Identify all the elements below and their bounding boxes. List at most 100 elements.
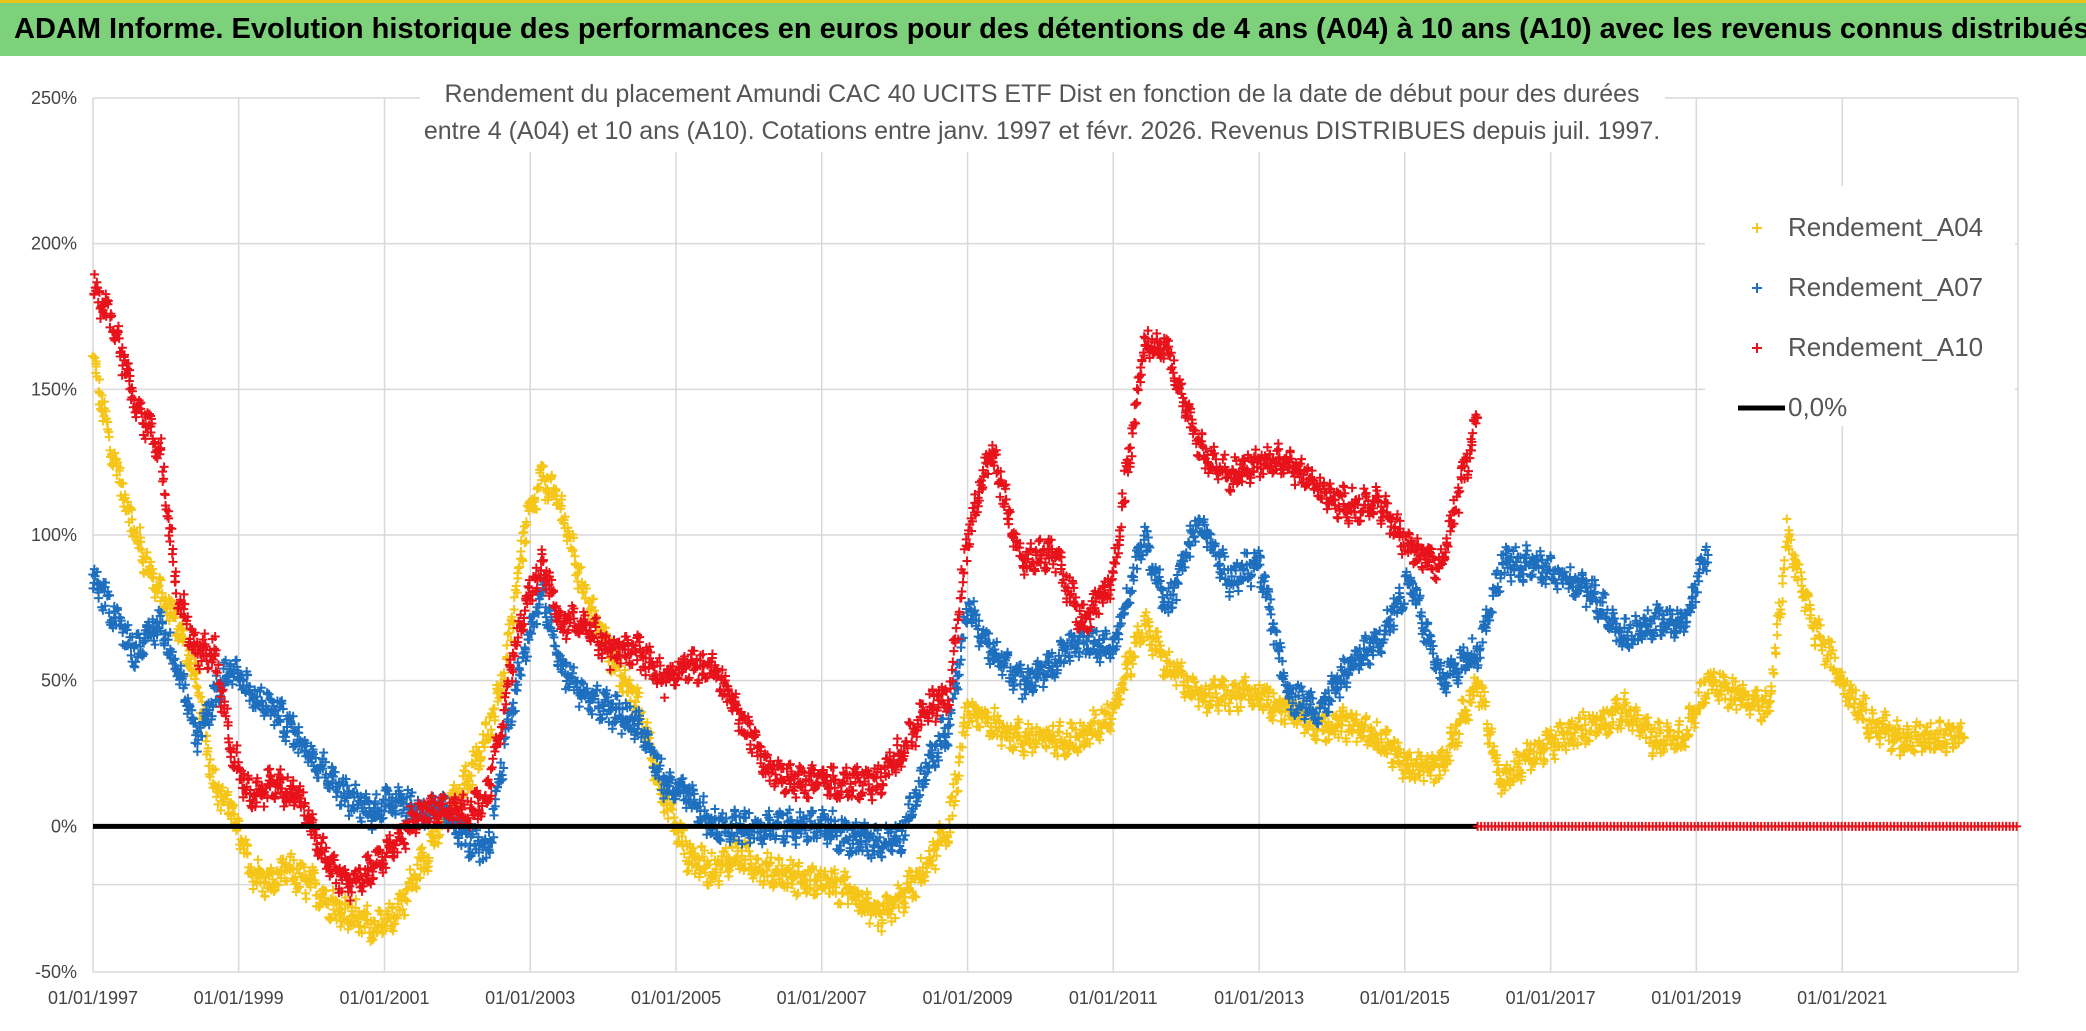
point bbox=[142, 547, 152, 557]
point bbox=[509, 604, 519, 614]
point bbox=[793, 888, 803, 898]
point bbox=[794, 858, 804, 868]
point bbox=[127, 505, 137, 515]
point bbox=[511, 581, 521, 591]
point bbox=[509, 618, 519, 628]
point bbox=[248, 884, 258, 894]
point bbox=[772, 865, 782, 875]
point bbox=[228, 800, 238, 810]
point bbox=[178, 626, 188, 636]
point bbox=[502, 640, 512, 650]
point bbox=[620, 665, 630, 675]
point bbox=[400, 910, 410, 920]
point bbox=[517, 554, 527, 564]
point bbox=[335, 909, 345, 919]
point bbox=[141, 554, 151, 564]
point bbox=[115, 463, 125, 473]
point bbox=[568, 545, 578, 555]
point bbox=[721, 843, 731, 853]
point bbox=[424, 853, 434, 863]
point bbox=[538, 461, 548, 471]
point bbox=[328, 885, 338, 895]
point bbox=[731, 853, 741, 863]
point bbox=[351, 894, 361, 904]
point bbox=[559, 518, 569, 528]
point bbox=[241, 835, 251, 845]
point bbox=[203, 746, 213, 756]
point bbox=[788, 860, 798, 870]
point bbox=[481, 717, 491, 727]
point bbox=[210, 764, 220, 774]
point bbox=[512, 588, 522, 598]
point bbox=[714, 880, 724, 890]
point bbox=[295, 882, 305, 892]
point bbox=[516, 546, 526, 556]
point bbox=[551, 484, 561, 494]
point bbox=[243, 841, 253, 851]
point bbox=[286, 849, 296, 859]
point bbox=[127, 514, 137, 524]
point bbox=[191, 681, 201, 691]
point bbox=[192, 683, 202, 693]
point bbox=[412, 884, 422, 894]
point bbox=[102, 417, 112, 427]
point bbox=[118, 479, 128, 489]
point bbox=[355, 921, 365, 931]
point bbox=[94, 375, 104, 385]
point bbox=[486, 725, 496, 735]
point bbox=[131, 528, 141, 538]
point bbox=[253, 855, 263, 865]
point bbox=[218, 782, 228, 792]
point bbox=[323, 900, 333, 910]
point bbox=[522, 520, 532, 530]
point bbox=[581, 584, 591, 594]
point bbox=[786, 855, 796, 865]
point bbox=[301, 894, 311, 904]
point bbox=[368, 935, 378, 945]
point bbox=[268, 874, 278, 884]
point bbox=[480, 742, 490, 752]
point bbox=[190, 674, 200, 684]
point bbox=[556, 495, 566, 505]
point bbox=[223, 787, 233, 797]
point bbox=[515, 562, 525, 572]
point bbox=[397, 904, 407, 914]
point bbox=[632, 683, 642, 693]
point bbox=[205, 755, 215, 765]
point bbox=[616, 681, 626, 691]
point bbox=[289, 855, 299, 865]
banner-title: ADAM Informe. Evolution historique des p… bbox=[0, 0, 2086, 56]
point bbox=[205, 772, 215, 782]
point bbox=[468, 780, 478, 790]
point bbox=[666, 803, 676, 813]
point bbox=[110, 448, 120, 458]
point bbox=[569, 533, 579, 543]
point bbox=[362, 901, 372, 911]
point bbox=[466, 771, 476, 781]
point bbox=[503, 629, 513, 639]
point bbox=[112, 470, 122, 480]
point bbox=[788, 874, 798, 884]
point bbox=[769, 880, 779, 890]
point bbox=[332, 915, 342, 925]
point bbox=[700, 868, 710, 878]
point bbox=[405, 865, 415, 875]
point bbox=[532, 504, 542, 514]
point bbox=[560, 512, 570, 522]
point bbox=[699, 845, 709, 855]
point bbox=[415, 873, 425, 883]
point bbox=[774, 855, 784, 865]
point bbox=[305, 882, 315, 892]
point bbox=[136, 545, 146, 555]
point bbox=[576, 562, 586, 572]
point bbox=[759, 876, 769, 886]
point bbox=[282, 876, 292, 886]
chart: -50%0%50%100%150%200%250%01/01/1997 01/01… bbox=[0, 56, 2086, 1031]
point bbox=[684, 866, 694, 876]
point bbox=[257, 886, 267, 896]
point bbox=[135, 522, 145, 532]
point bbox=[563, 523, 573, 533]
point bbox=[197, 697, 207, 707]
point bbox=[260, 892, 270, 902]
point bbox=[155, 574, 165, 584]
